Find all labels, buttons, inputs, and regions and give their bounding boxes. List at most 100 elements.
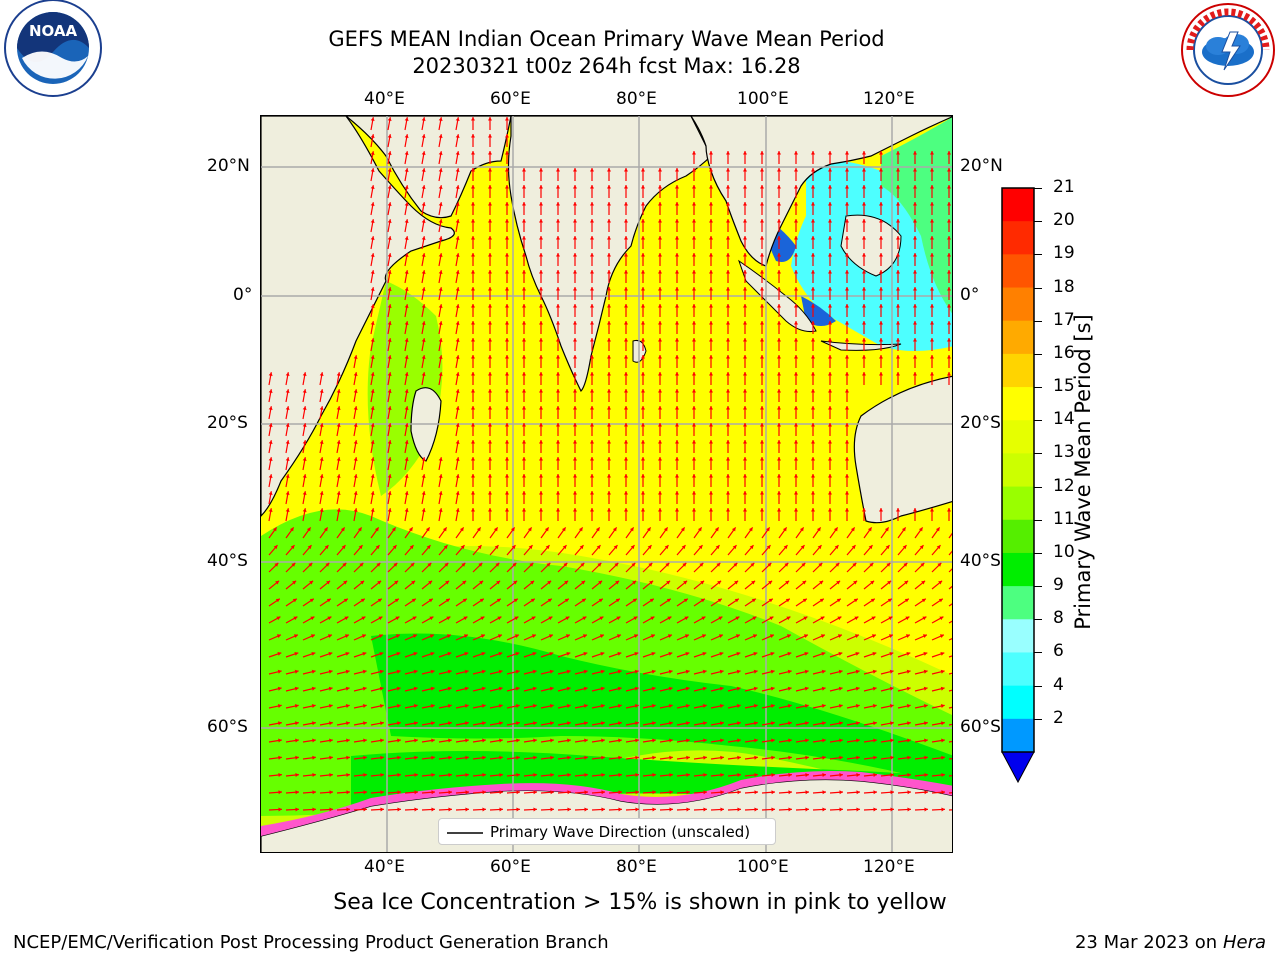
- wave-arrow-head: [889, 669, 894, 674]
- wave-arrow-head: [471, 185, 475, 189]
- wave-arrow-head: [811, 355, 815, 359]
- wave-arrow-head: [488, 423, 492, 427]
- wave-arrow-head: [404, 406, 409, 410]
- wave-arrow-head: [811, 287, 815, 291]
- wave-arrow-head: [516, 721, 520, 726]
- wave-arrow-head: [805, 738, 809, 743]
- wave-arrow-head: [396, 669, 401, 674]
- wave-arrow-head: [709, 508, 713, 512]
- wave-arrow-head: [743, 457, 747, 461]
- wave-arrow-head: [913, 355, 917, 359]
- wave-arrow-head: [455, 508, 460, 512]
- wave-arrow-head: [890, 790, 894, 795]
- colorbar-tick-label: 8: [1053, 608, 1064, 629]
- wave-arrow-head: [845, 372, 849, 376]
- wave-arrow-head: [675, 219, 679, 223]
- wave-arrow-head: [438, 270, 443, 274]
- wave-arrow-head: [387, 440, 392, 444]
- wave-arrow-head: [624, 253, 628, 257]
- wave-arrow-head: [488, 440, 492, 444]
- wave-arrow-head: [512, 562, 517, 567]
- wave-arrow-head: [550, 790, 554, 795]
- wave-arrow-head: [873, 807, 877, 812]
- wave-arrow-head: [743, 236, 747, 240]
- wave-arrow-head: [624, 406, 628, 410]
- wave-arrow-head: [941, 790, 945, 795]
- wave-arrow-head: [276, 616, 281, 621]
- wave-arrow-head: [505, 389, 509, 393]
- wave-arrow-head: [539, 185, 543, 189]
- wave-arrow-head: [820, 616, 825, 621]
- wave-arrow-head: [624, 440, 628, 444]
- lat-tick-left-60s: 60°S: [207, 717, 248, 737]
- wave-arrow-head: [590, 270, 594, 274]
- wave-arrow-head: [873, 755, 877, 760]
- wave-arrow-head: [668, 669, 673, 674]
- wave-arrow-head: [328, 704, 333, 708]
- wave-arrow-head: [736, 704, 741, 708]
- wave-arrow-head: [311, 686, 316, 691]
- wave-arrow-head: [635, 755, 639, 760]
- wave-arrow-head: [362, 686, 367, 691]
- wave-arrow-head: [397, 807, 401, 812]
- wave-arrow-head: [530, 580, 535, 585]
- wave-arrow-head: [278, 807, 282, 812]
- wave-arrow-head: [346, 790, 350, 795]
- wave-arrow-head: [794, 440, 798, 444]
- colorbar-segment: [1002, 486, 1034, 521]
- wave-arrow-head: [285, 372, 290, 376]
- wave-arrow-head: [387, 270, 392, 274]
- wave-arrow-head: [811, 236, 815, 240]
- colorbar-label: Primary Wave Mean Period [s]: [1071, 314, 1095, 630]
- wave-arrow-head: [481, 669, 486, 674]
- wave-arrow-head: [529, 562, 534, 567]
- map-panel[interactable]: [260, 115, 953, 853]
- wave-arrow-head: [855, 669, 860, 674]
- wave-arrow-head: [446, 616, 451, 621]
- wave-arrow-head: [387, 389, 392, 393]
- wave-arrow-head: [522, 304, 526, 308]
- wave-arrow-head: [719, 669, 724, 674]
- wave-arrow-head: [734, 580, 739, 585]
- lat-tick-left-0: 0°: [233, 285, 253, 305]
- wave-arrow-head: [329, 807, 333, 812]
- wave-arrow-head: [906, 652, 911, 656]
- wave-arrow-head: [751, 580, 756, 585]
- wave-arrow-head: [285, 457, 290, 461]
- lon-tick-top-100e: 100°E: [737, 89, 789, 109]
- wave-arrow-head: [821, 669, 826, 674]
- wave-arrow-head: [683, 598, 688, 603]
- wave-arrow-head: [387, 236, 392, 240]
- colorbar-tick-mark: [1034, 188, 1042, 189]
- colorbar-tick-mark: [1034, 652, 1042, 654]
- wave-arrow-head: [802, 598, 807, 603]
- wave-arrow-head: [777, 457, 781, 461]
- wave-arrow-head: [482, 721, 486, 726]
- wave-arrow-head: [896, 372, 900, 376]
- wave-arrow-head: [404, 168, 409, 172]
- wave-arrow: [948, 550, 952, 556]
- wave-arrow-head: [692, 440, 696, 444]
- wave-arrow-head: [947, 236, 951, 240]
- wave-arrow-head: [573, 321, 577, 325]
- wave-arrow-head: [731, 527, 736, 532]
- wave-arrow-head: [675, 338, 679, 342]
- wave-arrow-head: [828, 423, 832, 427]
- wave-arrow-head: [302, 508, 307, 512]
- wave-arrow-head: [370, 253, 375, 257]
- wave-arrow-head: [600, 669, 605, 674]
- wave-arrow-head: [345, 669, 350, 674]
- wave-arrow-head: [947, 151, 951, 155]
- wave-arrow-head: [319, 440, 324, 444]
- wave-arrow-head: [777, 253, 781, 257]
- wave-arrow-head: [692, 372, 696, 376]
- wave-arrow-head: [862, 321, 866, 325]
- wave-arrow-head: [462, 598, 467, 603]
- wave-arrow-head: [828, 168, 832, 172]
- wave-arrow-head: [811, 474, 815, 478]
- wave-arrow-head: [658, 355, 662, 359]
- wave-arrow-head: [879, 168, 883, 172]
- colorbar-segment: [1002, 453, 1034, 488]
- wave-arrow-head: [329, 790, 333, 795]
- wave-arrow-head: [404, 338, 409, 342]
